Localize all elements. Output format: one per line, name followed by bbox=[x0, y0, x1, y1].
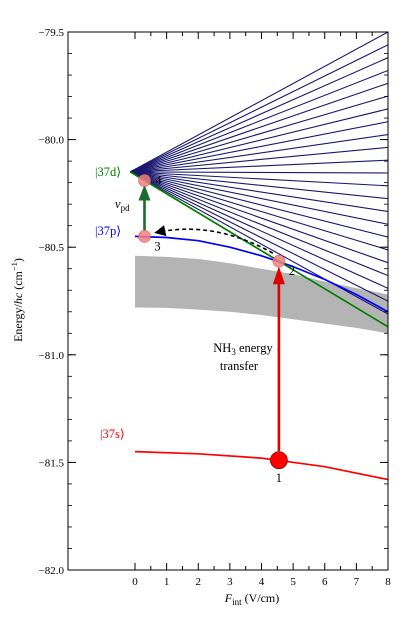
manifold-line bbox=[130, 171, 388, 200]
y-tick-label: −81.5 bbox=[39, 457, 65, 469]
manifold-line bbox=[130, 171, 388, 289]
y-axis-label: Energy/hc (cm−1) bbox=[9, 258, 25, 342]
x-tick-label: 7 bbox=[354, 576, 360, 588]
manifold-line bbox=[130, 121, 388, 173]
manifold-line bbox=[130, 171, 388, 264]
plot-frame bbox=[67, 31, 389, 571]
plot-area bbox=[129, 32, 388, 481]
y-tick-label: −81.0 bbox=[39, 350, 65, 362]
x-tick-label: 1 bbox=[164, 576, 170, 588]
manifold-line bbox=[130, 171, 388, 174]
state-label-37d: |37d⟩ bbox=[95, 165, 121, 179]
series-line-37p bbox=[134, 235, 388, 313]
manifold-line bbox=[130, 171, 388, 213]
manifold-line bbox=[130, 171, 388, 187]
step-points: 1 2 3 4 bbox=[138, 173, 295, 485]
y-tick-label: −79.5 bbox=[39, 27, 65, 39]
axes-frame bbox=[67, 31, 389, 571]
series-line-37d bbox=[129, 171, 388, 328]
y-tick-label: −80.0 bbox=[39, 135, 65, 147]
step-label-3: 3 bbox=[154, 239, 160, 253]
manifold-line bbox=[130, 171, 388, 302]
x-tick-label: 3 bbox=[227, 576, 233, 588]
step-point-3 bbox=[138, 230, 151, 243]
x-tick-label: 6 bbox=[322, 576, 328, 588]
manifold-line bbox=[130, 108, 388, 173]
vpd-label: vpd bbox=[115, 197, 130, 213]
state-label-37s: |37s⟩ bbox=[100, 427, 125, 441]
axis-ticks: 0 1 2 3 4 5 6 7 8 −79.5 −80.0 −80.5 −81.0 −81.5 −82.0 bbox=[39, 27, 392, 588]
step-point-1 bbox=[269, 451, 288, 470]
manifold-line bbox=[130, 134, 388, 173]
dashed-transfer-arrow bbox=[154, 225, 274, 254]
manifold-line bbox=[130, 95, 388, 173]
manifold-line bbox=[130, 171, 388, 238]
red-arrow-head bbox=[272, 266, 285, 285]
manifold-line bbox=[130, 171, 388, 251]
manifold-line bbox=[130, 171, 388, 277]
step-label-2: 2 bbox=[289, 264, 295, 278]
manifold-line bbox=[129, 171, 388, 315]
manifold-line bbox=[130, 44, 388, 173]
step-point-2 bbox=[272, 254, 286, 268]
manifold-line bbox=[130, 82, 388, 173]
x-tick-label: 2 bbox=[196, 576, 202, 588]
step-label-1: 1 bbox=[276, 471, 282, 485]
manifold-line bbox=[130, 57, 388, 173]
energy-transfer-label: NH3 energy bbox=[213, 341, 273, 357]
shaded-band bbox=[135, 255, 388, 334]
y-tick-label: −80.5 bbox=[39, 242, 65, 254]
y-tick-label: −82.0 bbox=[39, 565, 65, 577]
manifold-line bbox=[130, 159, 388, 173]
x-tick-label: 4 bbox=[259, 576, 265, 588]
state-label-37p: |37p⟩ bbox=[95, 224, 121, 238]
x-tick-label: 8 bbox=[385, 576, 391, 588]
step-point-4 bbox=[138, 174, 151, 187]
x-tick-label: 0 bbox=[132, 576, 138, 588]
manifold-line bbox=[130, 69, 388, 173]
x-tick-label: 5 bbox=[290, 576, 296, 588]
energy-transfer-label-line2: transfer bbox=[220, 359, 259, 373]
x-axis-label: Fint (V/cm) bbox=[224, 591, 280, 607]
series-line-37s bbox=[134, 450, 388, 481]
step-label-4: 4 bbox=[155, 173, 162, 187]
manifold-line bbox=[130, 146, 388, 173]
manifold-line bbox=[129, 32, 388, 173]
green-arrow-head bbox=[138, 184, 151, 201]
manifold-line bbox=[130, 171, 388, 225]
